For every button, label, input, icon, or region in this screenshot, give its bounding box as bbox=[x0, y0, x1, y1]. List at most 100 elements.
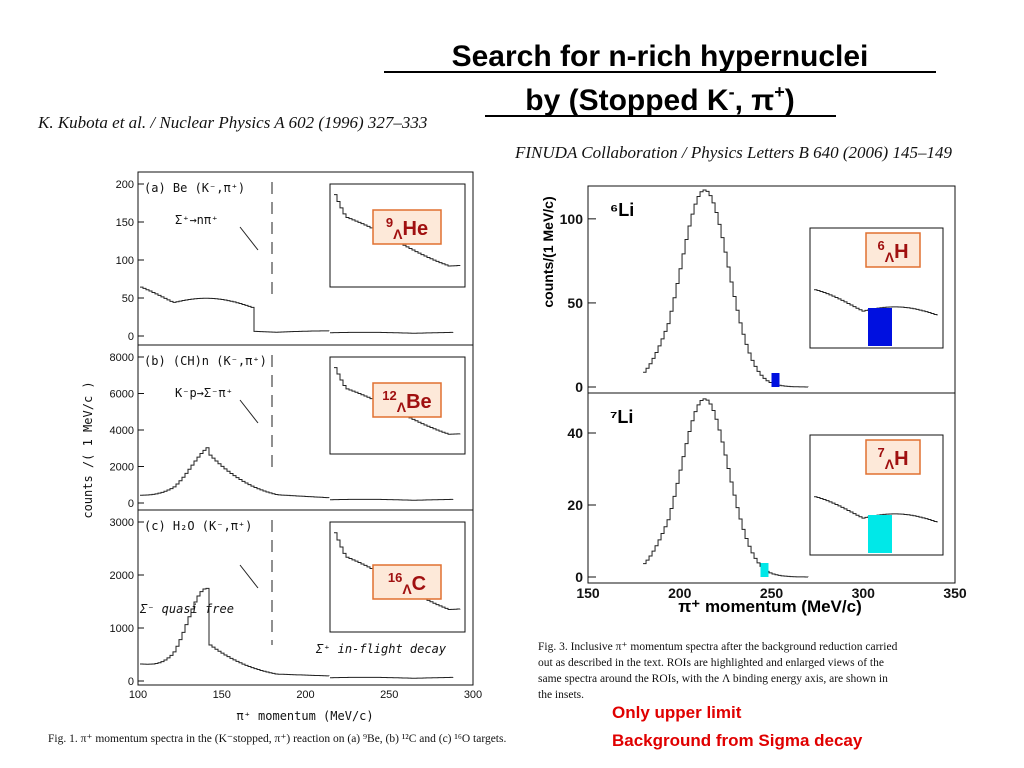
y-tick-label: 20 bbox=[567, 497, 583, 513]
t: ) bbox=[785, 84, 795, 117]
y-tick-label: 50 bbox=[567, 295, 583, 311]
title-line: Search for n-rich hypernuclei bbox=[452, 40, 869, 73]
label-box bbox=[372, 382, 442, 418]
x-label: π⁺ momentum (MeV/c) bbox=[678, 597, 862, 616]
inset-frame bbox=[809, 227, 944, 349]
lambda: Λ bbox=[397, 399, 407, 415]
reference: FINUDA Collaboration / Physics Letters B… bbox=[514, 143, 952, 162]
hypernucleus-label: 12ΛBe bbox=[382, 388, 431, 415]
x-tick-label: 350 bbox=[943, 585, 967, 601]
annotation: Σ⁺→nπ⁺ bbox=[175, 213, 218, 227]
frame bbox=[137, 171, 474, 686]
panel-label: ⁶Li bbox=[610, 200, 634, 220]
x-tick-label: 250 bbox=[760, 585, 784, 601]
y-tick-label: 0 bbox=[575, 569, 583, 585]
element: H bbox=[894, 448, 908, 470]
mass: 6 bbox=[877, 238, 884, 253]
inset-frame bbox=[329, 356, 466, 455]
y-tick-label: 100 bbox=[116, 255, 134, 267]
reference: K. Kubota et al. / Nuclear Physics A 602… bbox=[37, 113, 427, 132]
x-tick-label: 200 bbox=[668, 585, 692, 601]
lambda: Λ bbox=[402, 581, 412, 597]
y-label: counts/(1 MeV/c) bbox=[540, 196, 556, 307]
caption: the insets. bbox=[538, 689, 584, 701]
annotation: Σ⁻ quasi free bbox=[139, 602, 234, 616]
label-box bbox=[865, 232, 921, 268]
panel-label: ⁷Li bbox=[610, 407, 633, 427]
x-tick-label: 300 bbox=[464, 689, 482, 701]
arrow bbox=[239, 399, 259, 424]
x-tick-label: 250 bbox=[380, 689, 398, 701]
y-tick-label: 6000 bbox=[110, 389, 134, 401]
mass: 12 bbox=[382, 388, 396, 403]
y-tick-label: 0 bbox=[575, 379, 583, 395]
x-tick-label: 150 bbox=[213, 689, 231, 701]
caption: same spectra around the ROIs, with the Λ… bbox=[538, 673, 888, 685]
y-tick-label: 0 bbox=[128, 498, 134, 510]
y-label: counts /( 1 MeV/c ) bbox=[81, 381, 95, 518]
spectrum bbox=[643, 189, 809, 388]
spectrum bbox=[330, 498, 454, 501]
caption: out as described in the text. ROIs are h… bbox=[538, 657, 884, 669]
element: He bbox=[403, 218, 429, 240]
roi bbox=[868, 308, 892, 346]
y-tick-label: 0 bbox=[128, 331, 134, 343]
roi bbox=[771, 373, 780, 387]
y-tick-label: 200 bbox=[116, 179, 134, 191]
inset-frame bbox=[809, 434, 944, 556]
caption: Fig. 1. π⁺ momentum spectra in the (K⁻st… bbox=[48, 733, 506, 745]
lambda: Λ bbox=[885, 249, 895, 265]
spectrum bbox=[140, 286, 330, 333]
y-tick-label: 40 bbox=[567, 425, 583, 441]
annotation: Σ⁺ in-flight decay bbox=[315, 642, 447, 656]
y-tick-label: 4000 bbox=[110, 425, 134, 437]
panel-label: (c) H₂O (K⁻,π⁺) bbox=[144, 519, 252, 533]
label-box bbox=[865, 439, 921, 475]
inset-frame bbox=[329, 183, 466, 288]
t: by (Stopped K bbox=[525, 84, 729, 117]
t: + bbox=[774, 82, 785, 102]
element: C bbox=[412, 573, 426, 595]
mass: 9 bbox=[386, 215, 393, 230]
roi bbox=[868, 515, 892, 553]
lambda: Λ bbox=[393, 226, 403, 242]
x-label: π⁺ momentum (MeV/c) bbox=[236, 709, 373, 723]
spectrum bbox=[140, 447, 330, 499]
y-tick-label: 0 bbox=[128, 676, 134, 688]
hypernucleus-label: 7ΛH bbox=[877, 445, 908, 472]
note: Only upper limit bbox=[612, 703, 742, 722]
y-tick-label: 50 bbox=[122, 293, 134, 305]
t: - bbox=[729, 82, 735, 102]
arrow bbox=[239, 226, 259, 251]
spectrum bbox=[140, 587, 330, 677]
panel-label: (b) (CH)n (K⁻,π⁺) bbox=[144, 354, 267, 368]
panel-label: (a) Be (K⁻,π⁺) bbox=[144, 181, 245, 195]
t: , π bbox=[735, 84, 775, 117]
spectrum bbox=[330, 331, 454, 334]
y-tick-label: 150 bbox=[116, 217, 134, 229]
inset-frame bbox=[329, 521, 466, 633]
title-line: by (Stopped K-, π+) bbox=[525, 82, 794, 117]
y-tick-label: 2000 bbox=[110, 570, 134, 582]
hypernucleus-label: 9ΛHe bbox=[386, 215, 428, 242]
y-tick-label: 8000 bbox=[110, 352, 134, 364]
hypernucleus-label: 16ΛC bbox=[388, 570, 426, 597]
element: Be bbox=[406, 391, 432, 413]
spectrum bbox=[330, 676, 454, 679]
caption: Fig. 3. Inclusive π⁺ momentum spectra af… bbox=[538, 641, 898, 653]
y-tick-label: 1000 bbox=[110, 623, 134, 635]
annotation: K⁻p→Σ⁻π⁺ bbox=[175, 386, 233, 400]
mass: 7 bbox=[877, 445, 884, 460]
y-tick-label: 3000 bbox=[110, 517, 134, 529]
frame bbox=[587, 185, 956, 584]
y-tick-label: 2000 bbox=[110, 462, 134, 474]
label-box bbox=[372, 209, 442, 245]
note: Background from Sigma decay bbox=[612, 731, 863, 750]
label-box bbox=[372, 564, 442, 600]
y-tick-label: 100 bbox=[560, 211, 584, 227]
x-tick-label: 300 bbox=[852, 585, 876, 601]
x-tick-label: 150 bbox=[576, 585, 600, 601]
lambda: Λ bbox=[885, 456, 895, 472]
